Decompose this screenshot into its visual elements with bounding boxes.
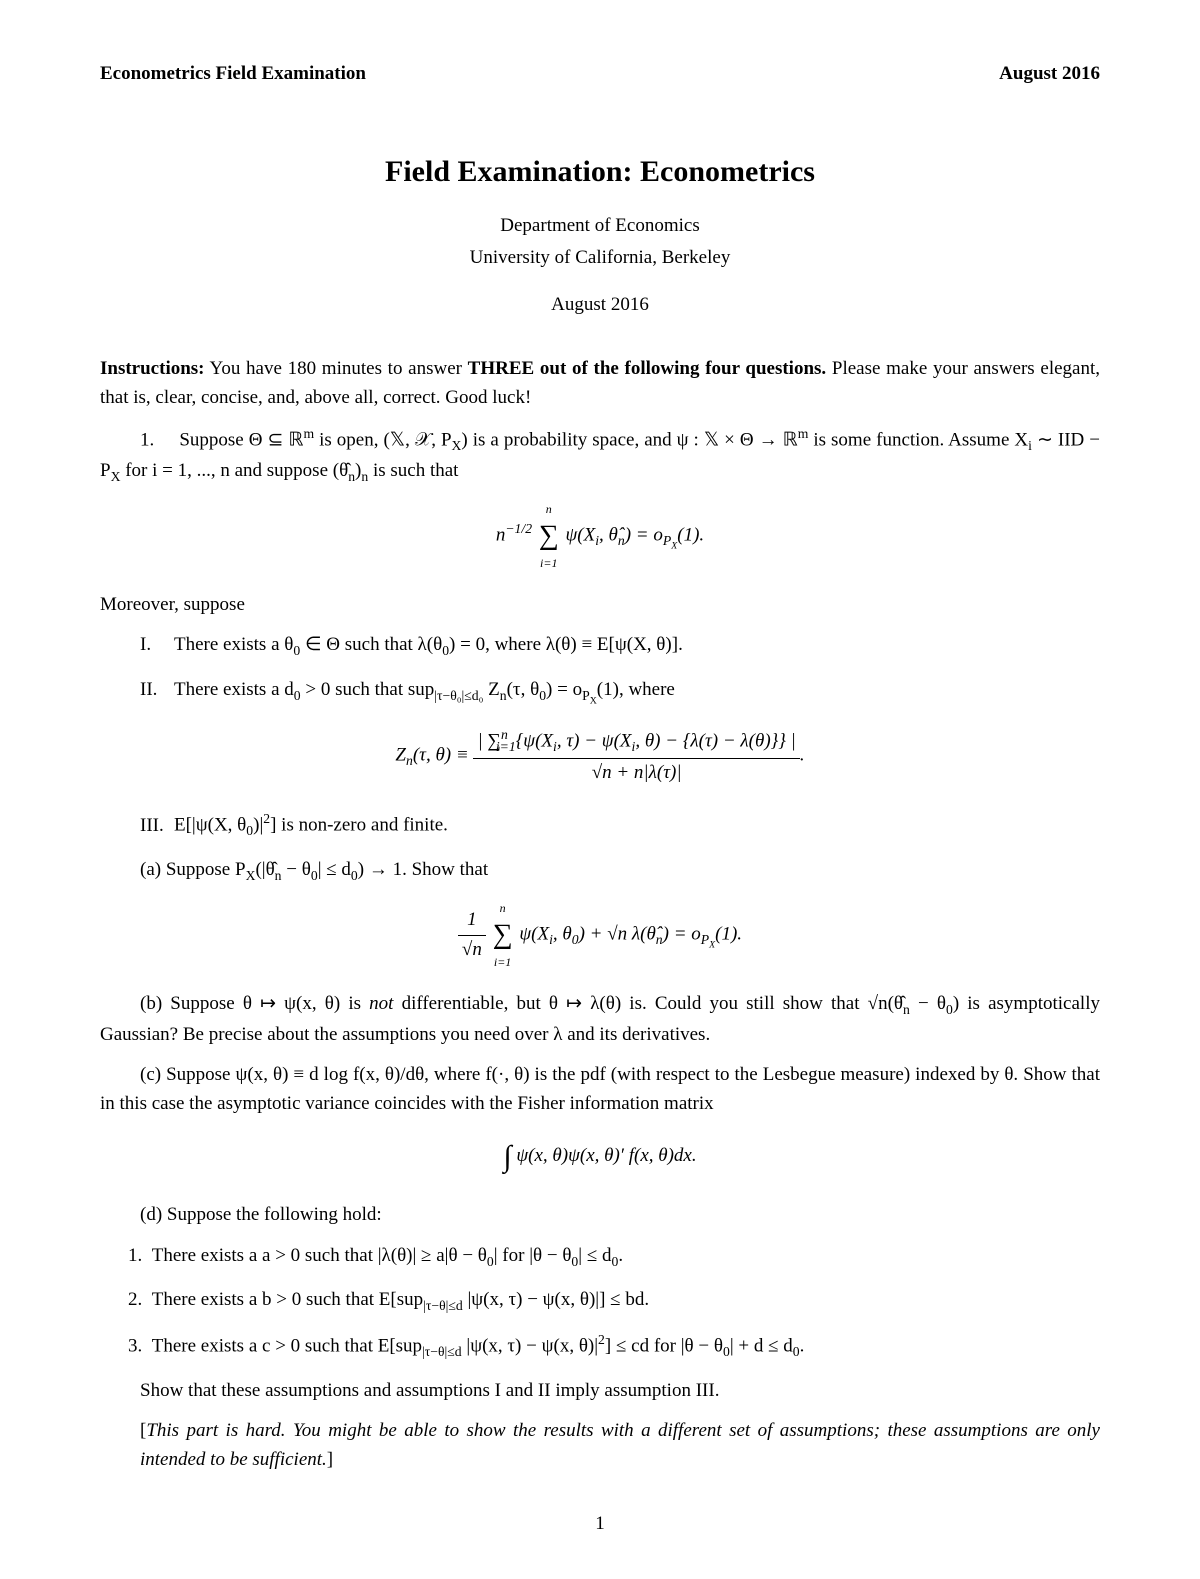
equation-Z: Zn(τ, θ) ≡ | ∑ni=1{ψ(Xi, τ) − ψ(Xi, θ) −… [100, 725, 1100, 787]
d-1: 1. There exists a a > 0 such that |λ(θ)|… [128, 1242, 1100, 1272]
sum-symbol: n ∑ i=1 [493, 902, 513, 968]
part-a: (a) Suppose PX(|θ̂n − θ0| ≤ d0) → 1. Sho… [140, 856, 1100, 886]
d-3: 3. There exists a c > 0 such that E[sup|… [128, 1330, 1100, 1363]
department: Department of Economics [100, 212, 1100, 241]
moreover: Moreover, suppose [100, 591, 1100, 620]
d-note: [This part is hard. You might be able to… [140, 1417, 1100, 1474]
instructions-label: Instructions: [100, 358, 205, 379]
university: University of California, Berkeley [100, 244, 1100, 273]
equation-a: 1 √n n ∑ i=1 ψ(Xi, θ0) + √n λ(θ̂n) = oPX… [100, 902, 1100, 968]
header-right: August 2016 [999, 60, 1100, 89]
equation-c: ∫ ψ(x, θ)ψ(x, θ)′ f(x, θ)dx. [100, 1134, 1100, 1179]
instructions-text1: You have 180 minutes to answer [205, 358, 468, 379]
part-c: (c) Suppose ψ(x, θ) ≡ d log f(x, θ)/dθ, … [100, 1061, 1100, 1118]
assumption-III: III.E[|ψ(X, θ0)|2] is non-zero and finit… [140, 809, 1100, 842]
page-header: Econometrics Field Examination August 20… [100, 60, 1100, 89]
title: Field Examination: Econometrics [100, 149, 1100, 194]
part-d-intro: (d) Suppose the following hold: [100, 1201, 1100, 1230]
page: Econometrics Field Examination August 20… [0, 0, 1200, 1579]
sum-symbol: n ∑ i=1 [539, 503, 559, 569]
assumption-II: II.There exists a d0 > 0 such that sup|τ… [140, 676, 1100, 709]
fraction: | ∑ni=1{ψ(Xi, τ) − ψ(Xi, θ) − {λ(τ) − λ(… [473, 725, 799, 787]
instructions-bold: THREE out of the following four question… [468, 358, 827, 379]
assumption-I: I.There exists a θ0 ∈ Θ such that λ(θ0) … [140, 631, 1100, 661]
date: August 2016 [100, 291, 1100, 320]
part-b: (b) Suppose θ ↦ ψ(x, θ) is not different… [100, 990, 1100, 1049]
d-2: 2. There exists a b > 0 such that E[sup|… [128, 1286, 1100, 1316]
instructions: Instructions: You have 180 minutes to an… [100, 355, 1100, 412]
header-left: Econometrics Field Examination [100, 60, 366, 89]
equation-1: n−1/2 n ∑ i=1 ψ(Xi, θ̂n) = oPX(1). [100, 503, 1100, 569]
q1-intro: 1. Suppose Θ ⊆ ℝm is open, (𝕏, 𝒳, PX) is… [100, 424, 1100, 487]
d-conclusion: Show that these assumptions and assumpti… [140, 1377, 1100, 1406]
page-number: 1 [100, 1510, 1100, 1539]
